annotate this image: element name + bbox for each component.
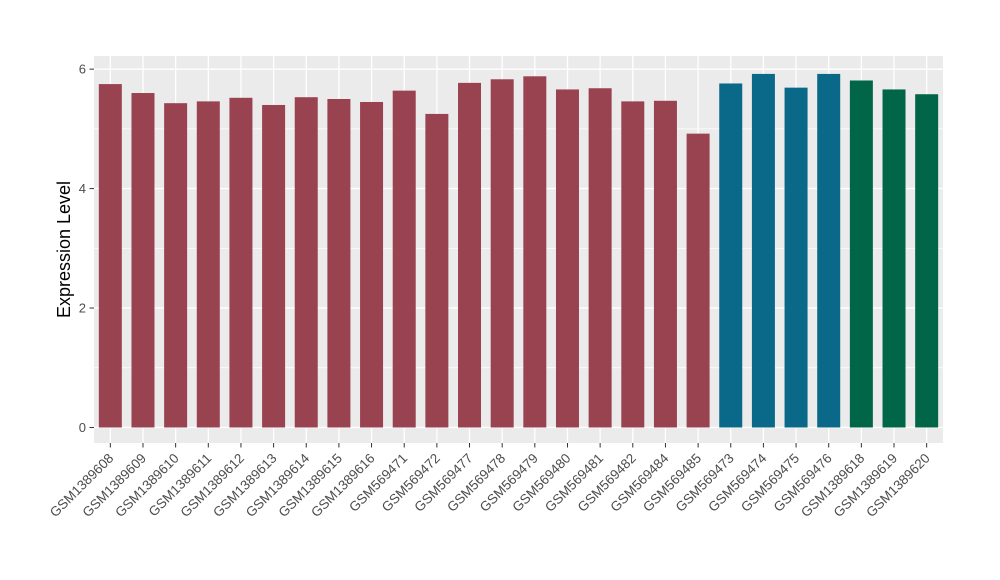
bar-GSM569476 [817,73,841,428]
bar-GSM1389615 [327,99,351,428]
bar-GSM569481 [588,88,612,428]
y-tick-label: 2 [79,301,86,316]
bar-GSM569479 [523,76,547,428]
bar-GSM1389610 [164,103,188,428]
bar-GSM569477 [458,82,482,428]
bar-GSM569472 [425,113,449,428]
bar-GSM569473 [719,83,743,428]
plot-panel [94,56,943,443]
bar-GSM1389608 [98,84,122,428]
y-tick-label: 6 [79,62,86,77]
bar-GSM1389614 [294,97,318,428]
bar-GSM1389620 [915,94,939,428]
bar-GSM569484 [653,100,677,428]
bar-GSM569482 [621,101,645,428]
y-tick-label: 4 [79,181,86,196]
bar-GSM1389611 [196,101,220,428]
bar-GSM569478 [490,79,514,428]
bar-GSM569475 [784,87,808,428]
bar-GSM1389616 [360,101,384,428]
bar-GSM1389613 [262,104,286,428]
bar-GSM1389619 [882,89,906,428]
y-tick-label: 0 [79,420,86,435]
y-axis-title: Expression Level [54,181,74,318]
bar-GSM569471 [392,90,416,428]
bar-GSM1389618 [849,80,873,428]
bar-GSM569474 [751,73,775,428]
bar-GSM1389609 [131,93,155,428]
bar-GSM569480 [555,89,579,428]
bar-GSM569485 [686,133,710,428]
bar-GSM1389612 [229,97,253,428]
